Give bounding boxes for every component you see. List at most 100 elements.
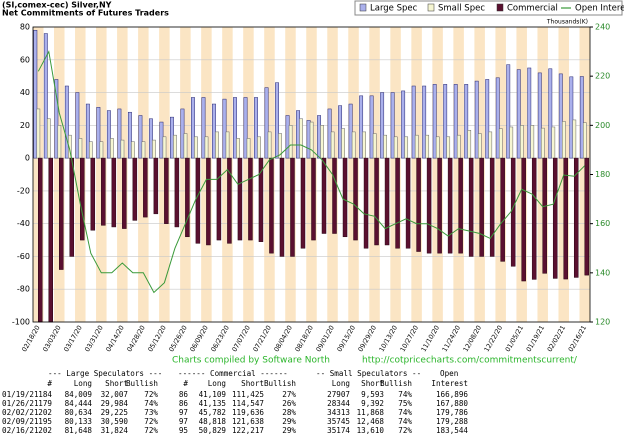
- table-group-header: ------ Commercial ------: [178, 369, 288, 378]
- table-cell: 111,425: [232, 390, 264, 399]
- table-cell: 119,636: [232, 408, 264, 417]
- y2-tick-label: 180: [595, 170, 610, 179]
- bar: [153, 157, 159, 215]
- bar: [584, 157, 589, 276]
- table-column-header: Long: [208, 379, 226, 388]
- bar: [320, 125, 324, 159]
- plot-frame: [32, 26, 591, 323]
- table-column-header: Long: [74, 379, 92, 388]
- bar: [170, 116, 174, 159]
- table-cell: 29,225: [101, 408, 128, 417]
- bar: [474, 80, 479, 159]
- bar: [216, 157, 222, 241]
- bar: [530, 125, 535, 159]
- legend-label: Small Spec: [438, 4, 485, 14]
- table-cell: 74%: [398, 417, 412, 426]
- table-cell: 114,547: [232, 399, 264, 408]
- bar: [456, 134, 461, 159]
- bar: [75, 92, 80, 159]
- table-cell: 72%: [398, 426, 412, 435]
- bar: [258, 157, 264, 242]
- bar: [85, 103, 90, 159]
- bar: [43, 33, 48, 159]
- table-cell: 31,824: [101, 426, 129, 435]
- bar: [148, 118, 153, 159]
- bar: [401, 90, 406, 159]
- table-cell: 183,544: [436, 426, 468, 435]
- x-tick-label: 10/13/20: [378, 324, 400, 353]
- bar: [426, 157, 432, 254]
- bar: [384, 157, 390, 246]
- bar: [458, 157, 463, 254]
- bar: [33, 30, 38, 159]
- table-cell: 75%: [398, 399, 412, 408]
- bar: [243, 97, 248, 159]
- chart-title: (SI,comex-cec) Silver,NY: [2, 1, 112, 10]
- bar: [248, 157, 253, 241]
- table-cell: 95: [179, 426, 188, 435]
- y-tick-label: 0: [25, 154, 30, 163]
- table-cell: 29%: [282, 426, 296, 435]
- table-column-header: Bullish: [126, 379, 158, 388]
- table-cell: 02/16/21: [2, 426, 39, 435]
- bar: [563, 157, 568, 280]
- bar: [204, 136, 209, 159]
- table-cell: 84,009: [65, 390, 93, 399]
- bar: [138, 115, 143, 159]
- table-cell: 179,786: [436, 408, 468, 417]
- table-cell: 86: [179, 390, 189, 399]
- bar: [269, 157, 274, 254]
- table-cell: 202: [38, 426, 52, 435]
- bar: [414, 134, 419, 159]
- bar: [411, 85, 416, 159]
- bar: [122, 157, 127, 229]
- bar: [558, 73, 563, 159]
- bar: [519, 125, 524, 159]
- x-tick-label: 11/10/20: [420, 324, 442, 353]
- bar: [569, 76, 574, 159]
- bar: [443, 84, 448, 159]
- bar: [212, 103, 216, 159]
- bar: [363, 157, 369, 249]
- bar: [99, 141, 104, 159]
- bar: [422, 85, 427, 159]
- table-cell: 80,634: [65, 408, 93, 417]
- table-cell: 9,392: [361, 399, 384, 408]
- bar: [174, 157, 180, 228]
- table-cell: 72%: [144, 417, 158, 426]
- bar: [111, 157, 117, 228]
- table-cell: 35174: [327, 426, 350, 435]
- bar: [236, 138, 240, 159]
- bar: [551, 126, 556, 159]
- bar: [579, 76, 584, 159]
- x-tick-label: 05/26/20: [167, 324, 189, 353]
- y-tick-label: 80: [20, 23, 30, 32]
- y2-tick-label: 140: [595, 268, 610, 277]
- table-column-header: #: [47, 379, 52, 388]
- bar: [36, 108, 41, 159]
- bar: [222, 98, 227, 159]
- bar: [257, 136, 261, 159]
- x-tick-label: 04/14/20: [104, 324, 126, 353]
- bar: [531, 157, 537, 280]
- table-cell: 01/19/21: [2, 390, 39, 399]
- table-cell: 30,590: [101, 417, 129, 426]
- table-cell: 48,818: [199, 417, 227, 426]
- bar: [120, 139, 125, 159]
- bar: [348, 103, 353, 159]
- bar: [233, 97, 237, 159]
- bar: [432, 84, 437, 159]
- bar: [195, 157, 201, 244]
- table-cell: 86: [179, 399, 189, 408]
- bar: [362, 131, 366, 159]
- y-tick-label: -20: [17, 186, 30, 195]
- y-tick-label: 60: [20, 55, 30, 64]
- bar: [285, 115, 290, 159]
- bar: [47, 118, 51, 159]
- table-cell: 12,468: [357, 417, 385, 426]
- bar: [467, 130, 472, 159]
- table-cell: 02/02/21: [2, 408, 39, 417]
- x-tick-label: 10/27/20: [399, 324, 421, 353]
- x-tick-label: 07/07/20: [230, 324, 252, 353]
- bar: [264, 87, 269, 159]
